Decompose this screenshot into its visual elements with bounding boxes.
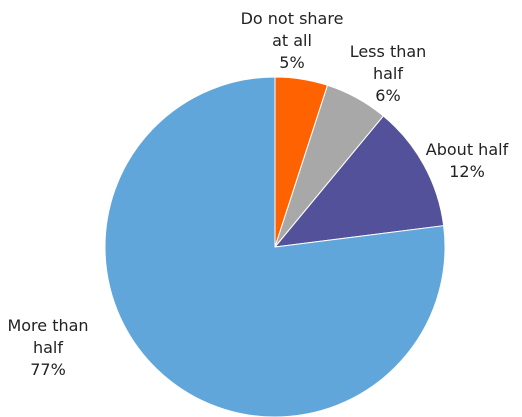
slice-label-2: Less than half 6% (350, 42, 427, 105)
slice-label-1: Do not share at all 5% (241, 9, 344, 72)
pie-slice-3 (273, 115, 445, 248)
slice-value-label: 77% (30, 360, 66, 379)
slice-label-4: More than half 77% (7, 316, 88, 379)
slice-value-label: 5% (279, 53, 304, 72)
pie-slices (104, 76, 446, 417)
slice-value-label: 6% (375, 86, 400, 105)
slice-label-3: About half 12% (426, 140, 509, 181)
slice-name-line: half (33, 338, 63, 357)
slice-value-label: 12% (449, 162, 485, 181)
slice-name-line: Do not share (241, 9, 344, 28)
slice-name-line: About half (426, 140, 509, 159)
slice-name-line: half (373, 64, 403, 83)
slice-name-line: Less than (350, 42, 427, 61)
pie-slice-4 (104, 76, 446, 417)
slice-name-line: at all (272, 31, 312, 50)
slice-labels: Do not share at all 5% Less than half 6% About… (7, 9, 508, 379)
slice-name-line: More than (7, 316, 88, 335)
